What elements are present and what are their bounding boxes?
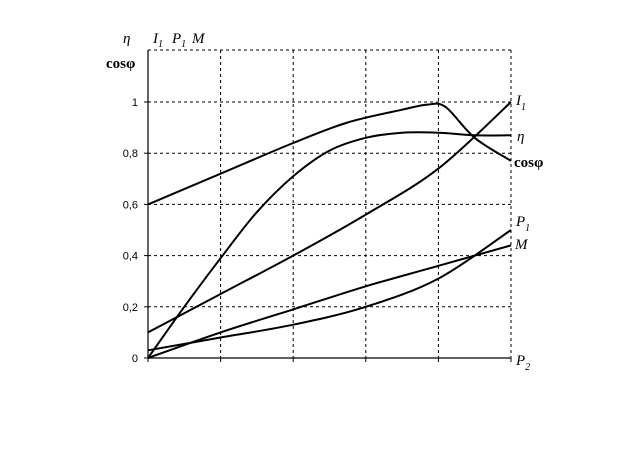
y-title-P1: P1	[171, 31, 186, 50]
y-tick-label: 0,8	[123, 148, 138, 160]
series-line-I1	[147, 101, 512, 334]
series-label-cosphi: cosφ	[514, 155, 543, 171]
y-tick-label: 0,2	[123, 302, 138, 314]
y-tick-label: 1	[132, 97, 138, 109]
series-label-P1: P1	[515, 214, 530, 234]
data-series	[147, 101, 512, 359]
y-title-I1: I1	[152, 31, 163, 50]
grid-lines	[148, 49, 512, 358]
y-title-eta: η	[123, 31, 130, 47]
y-tick-labels: 0 0,2 0,4 0,6 0,8 1	[123, 97, 138, 365]
y-title-cosphi: cosφ	[106, 56, 135, 72]
series-label-eta: η	[517, 129, 524, 145]
series-line-P1	[147, 229, 512, 352]
series-line-cos	[147, 102, 512, 206]
y-tick-label: 0	[132, 353, 138, 365]
x-axis-label: P2	[515, 353, 530, 373]
series-line-M	[147, 244, 512, 359]
series-line-series	[147, 131, 512, 359]
y-title-M: M	[191, 31, 206, 47]
series-label-I1: I1	[515, 93, 526, 113]
y-tick-label: 0,6	[123, 199, 138, 211]
y-tick-label: 0,4	[123, 251, 138, 263]
series-label-M: M	[514, 237, 529, 253]
axes	[144, 50, 512, 362]
